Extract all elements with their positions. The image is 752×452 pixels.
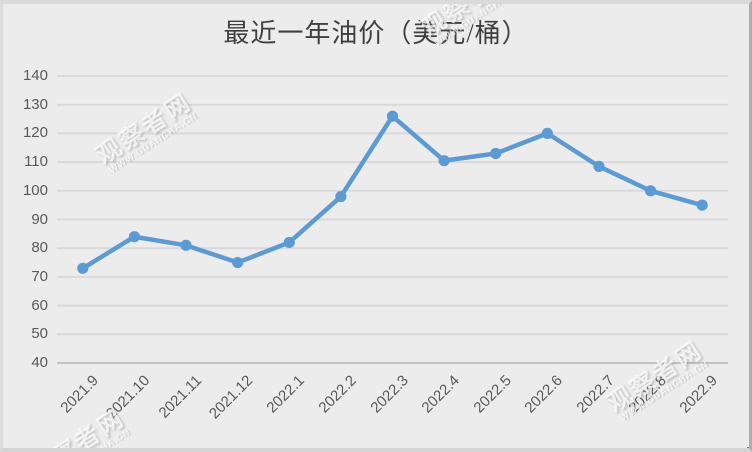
y-tick-label: 120 [22, 124, 48, 142]
y-tick-label: 70 [31, 267, 48, 285]
data-point [283, 236, 295, 249]
y-tick-label: 90 [31, 210, 48, 228]
y-tick-label: 130 [22, 95, 48, 113]
y-tick-label: 60 [31, 296, 48, 314]
data-point [644, 185, 657, 197]
y-tick-label: 100 [22, 181, 48, 199]
data-point [77, 262, 89, 274]
resize-handle-corner [747, 447, 749, 448]
data-point [180, 239, 192, 251]
data-point [593, 160, 605, 173]
chart-title: 最近一年油价（美元/桶） [223, 19, 529, 48]
data-point [128, 231, 141, 243]
data-series-line [80, 113, 705, 271]
data-point [438, 155, 450, 167]
data-point [335, 190, 347, 203]
data-point [696, 199, 708, 211]
data-point [490, 147, 502, 160]
y-tick-label: 80 [31, 239, 48, 257]
data-point [232, 256, 244, 269]
y-tick-label: 50 [31, 325, 48, 343]
data-point [386, 110, 399, 122]
y-tick-label: 110 [24, 153, 48, 171]
y-tick-label: 40 [31, 354, 48, 371]
y-tick-label: 140 [22, 67, 48, 84]
data-point [541, 127, 553, 139]
